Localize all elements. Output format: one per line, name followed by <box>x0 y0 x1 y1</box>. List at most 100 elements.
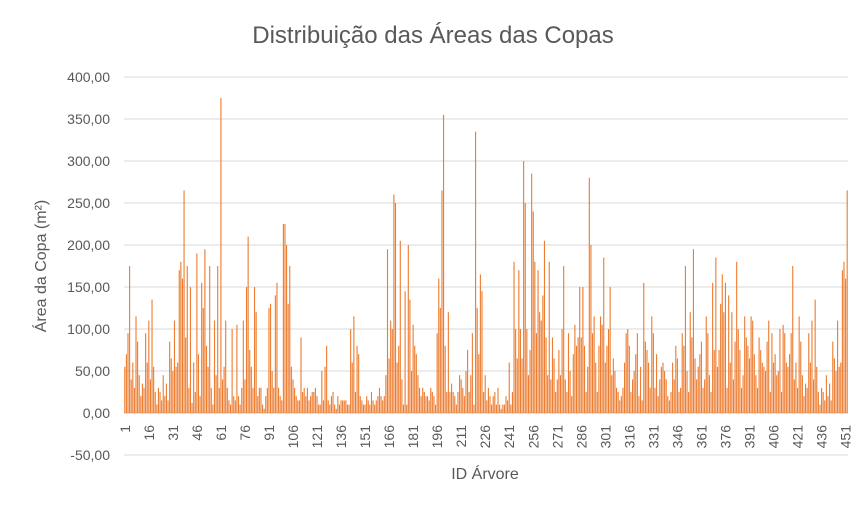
bar <box>404 291 406 413</box>
bar <box>772 362 775 413</box>
bar <box>575 345 578 413</box>
bar <box>652 333 654 413</box>
bar <box>732 379 735 413</box>
x-tick-label: 451 <box>838 425 854 449</box>
bar <box>756 387 759 413</box>
bar <box>137 341 139 413</box>
bar <box>487 387 489 413</box>
bar <box>316 396 318 413</box>
bar <box>598 345 600 413</box>
bar <box>760 350 762 413</box>
bar <box>394 203 397 413</box>
bar <box>431 392 433 413</box>
bar <box>497 387 499 413</box>
bar <box>302 392 304 413</box>
bar <box>159 392 161 413</box>
bar <box>623 362 626 413</box>
bar <box>822 392 824 413</box>
bar <box>641 400 643 413</box>
bar <box>260 387 262 413</box>
bar <box>402 404 405 413</box>
bar <box>625 333 627 413</box>
bar <box>181 278 184 413</box>
bar <box>761 362 763 413</box>
bar <box>824 400 826 413</box>
bar <box>438 278 440 413</box>
bar <box>462 387 464 413</box>
bar <box>846 190 848 413</box>
bar <box>172 371 174 413</box>
bar <box>665 379 667 413</box>
bar <box>351 362 353 413</box>
bar <box>670 392 672 413</box>
bar <box>197 354 200 413</box>
bar <box>841 270 843 413</box>
bar <box>809 362 811 413</box>
bar <box>185 337 187 413</box>
bar <box>356 345 358 413</box>
bar <box>213 320 216 413</box>
bar <box>764 371 767 413</box>
bar <box>617 392 619 413</box>
bar <box>439 308 441 413</box>
bar <box>537 270 539 413</box>
bar <box>378 387 381 413</box>
bar <box>551 337 554 413</box>
bar <box>516 358 518 413</box>
bar <box>398 345 400 413</box>
bar <box>769 392 771 413</box>
bar <box>636 333 638 413</box>
bar <box>257 396 259 413</box>
bar <box>204 249 206 413</box>
bar <box>412 324 414 413</box>
bar <box>700 341 702 413</box>
bar <box>433 396 435 413</box>
bar <box>681 333 683 413</box>
bar <box>321 371 323 413</box>
bar <box>449 392 451 413</box>
bar <box>755 375 757 413</box>
bar <box>388 358 390 413</box>
bar <box>816 366 818 413</box>
bar <box>426 396 429 413</box>
bar <box>177 362 179 413</box>
x-axis-ticks: 1 16 31 46 61 76 91 106 121 136 151 166 181 196 211 226… <box>117 425 854 449</box>
bar <box>590 245 592 413</box>
bar <box>406 404 408 413</box>
x-tick-label: 136 <box>333 425 349 449</box>
bar <box>273 387 275 413</box>
bar <box>580 337 582 413</box>
bar <box>819 404 821 413</box>
bar <box>313 392 315 413</box>
bar <box>199 396 201 413</box>
x-tick-label: 226 <box>477 425 493 449</box>
bar <box>833 358 835 413</box>
bar <box>550 379 552 413</box>
bar <box>374 404 376 413</box>
bar <box>800 341 802 413</box>
bar <box>521 358 523 413</box>
x-tick-label: 76 <box>237 425 253 441</box>
bar <box>342 400 344 413</box>
bar <box>718 350 720 413</box>
bar <box>691 337 693 413</box>
bar <box>739 350 741 413</box>
bar <box>454 396 456 413</box>
bar <box>314 387 316 413</box>
bar <box>188 387 190 413</box>
bar <box>574 324 576 413</box>
bar <box>795 362 797 413</box>
bar <box>494 392 496 413</box>
y-tick-label: 100,00 <box>67 321 110 337</box>
bar <box>643 282 645 413</box>
bar <box>829 383 831 413</box>
bar <box>707 333 709 413</box>
x-tick-label: 61 <box>213 425 229 441</box>
y-tick-label: 50,00 <box>75 363 110 379</box>
bar <box>633 371 635 413</box>
bar <box>529 350 531 413</box>
chart-title: Distribuição das Áreas das Copas <box>252 22 614 49</box>
bar <box>801 375 803 413</box>
bar <box>790 333 792 413</box>
bar <box>286 245 288 413</box>
